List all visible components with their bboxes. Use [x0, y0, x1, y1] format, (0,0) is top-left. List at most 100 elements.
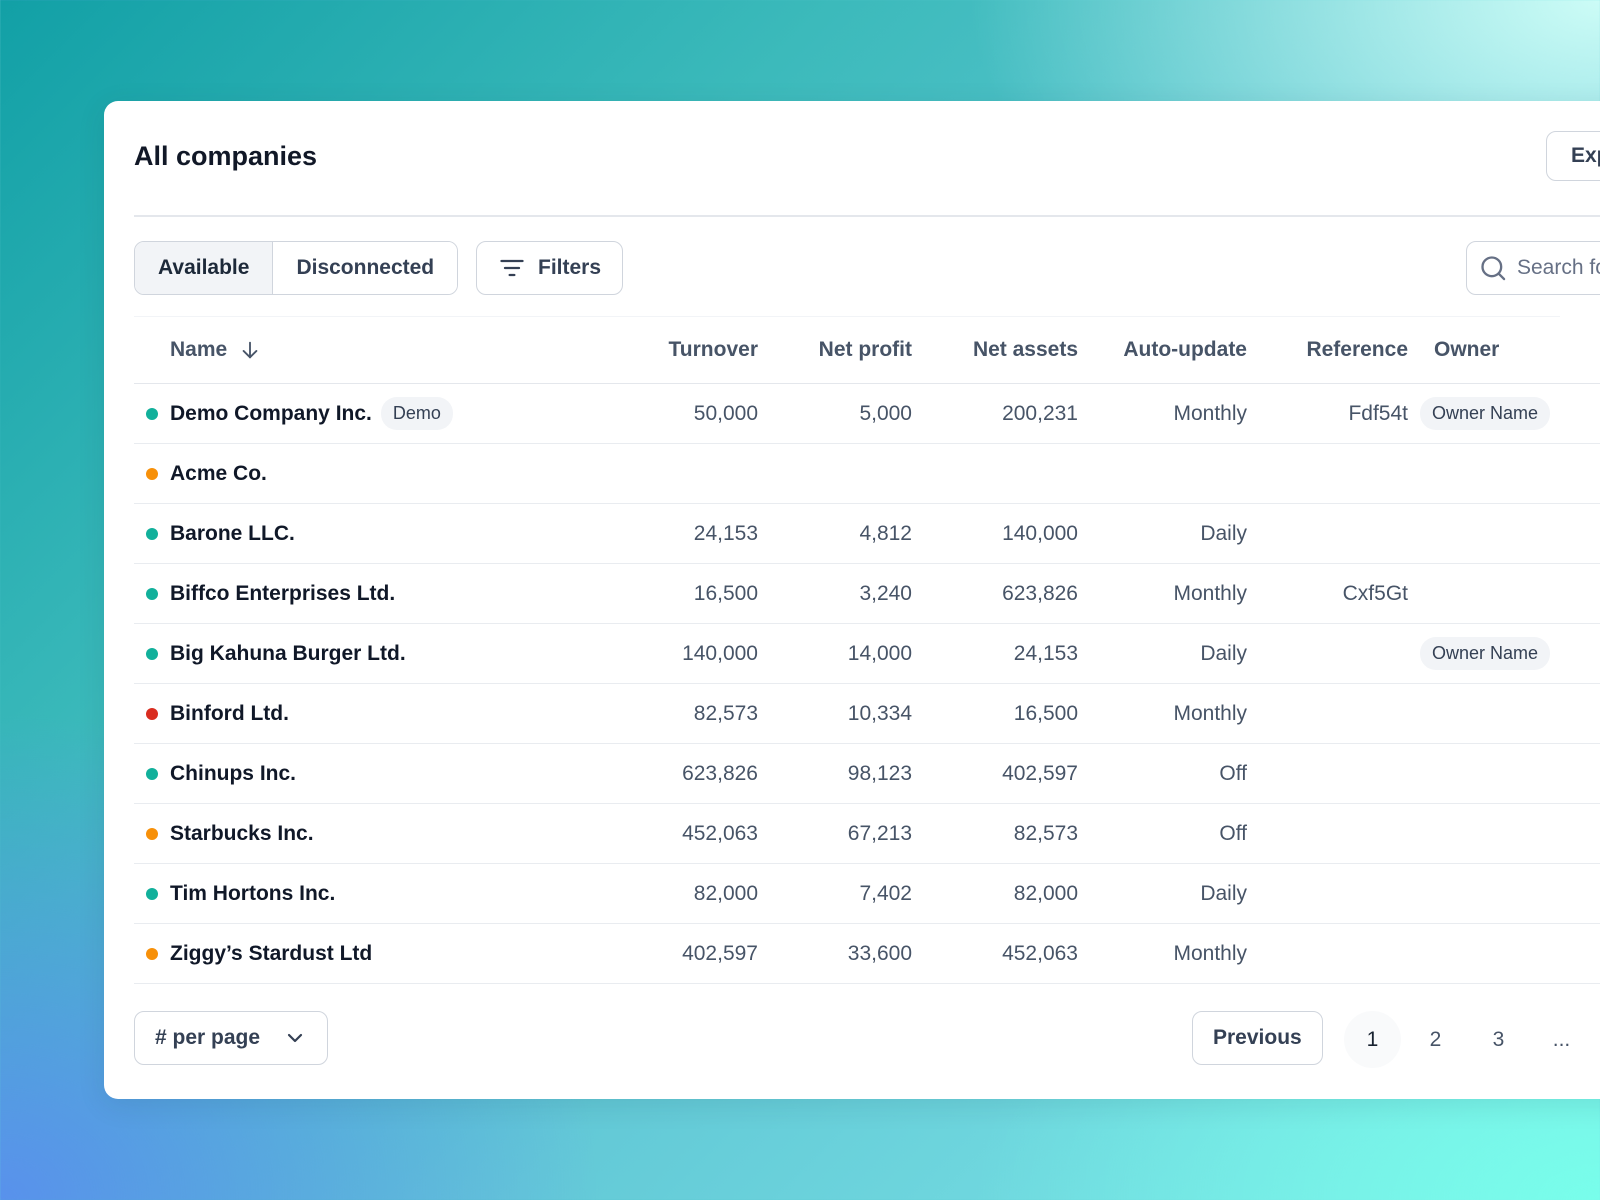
column-header-name[interactable]: Name: [134, 317, 630, 384]
net-assets-cell: 452,063: [1002, 941, 1078, 965]
auto-update-cell: Monthly: [1173, 401, 1247, 425]
turnover-cell: 402,597: [682, 941, 758, 965]
auto-update-cell: Monthly: [1173, 941, 1247, 965]
previous-page-button[interactable]: Previous: [1192, 1011, 1323, 1065]
table-row[interactable]: Ziggy’s Stardust Ltd 402,597 33,600 452,…: [134, 924, 1600, 984]
table-row[interactable]: Barone LLC. 24,153 4,812 140,000 Daily: [134, 504, 1600, 564]
column-header-net-profit[interactable]: Net profit: [818, 338, 912, 361]
filter-lines-icon: [500, 259, 524, 277]
auto-update-cell: Daily: [1200, 521, 1247, 545]
table-row[interactable]: Tim Hortons Inc. 82,000 7,402 82,000 Dai…: [134, 864, 1600, 924]
export-button[interactable]: Export: [1546, 131, 1600, 181]
company-name[interactable]: Chinups Inc.: [170, 761, 296, 785]
arrow-down-icon: [242, 342, 258, 359]
segment-disconnected[interactable]: Disconnected: [273, 242, 458, 294]
table-row[interactable]: Big Kahuna Burger Ltd. 140,000 14,000 24…: [134, 624, 1600, 684]
filters-label: Filters: [538, 256, 602, 279]
reference-cell: [1247, 924, 1408, 984]
net-profit-cell: 14,000: [847, 641, 912, 665]
column-header-auto-update[interactable]: Auto-update: [1123, 338, 1247, 361]
page-3-button[interactable]: 3: [1470, 1011, 1527, 1068]
net-assets-cell: 402,597: [1002, 761, 1078, 785]
auto-update-cell: Off: [1219, 761, 1247, 785]
chevron-down-icon: [287, 1033, 303, 1043]
turnover-cell: 452,063: [682, 821, 758, 845]
net-profit-cell: 4,812: [859, 521, 912, 545]
page-ellipsis[interactable]: ...: [1533, 1011, 1590, 1068]
page-2-button[interactable]: 2: [1407, 1011, 1464, 1068]
column-header-reference[interactable]: Reference: [1306, 338, 1408, 361]
pagination-pages: 1 2 3 ...: [1344, 1011, 1590, 1068]
per-page-select[interactable]: # per page: [134, 1011, 328, 1065]
owner-cell: [1408, 564, 1600, 624]
owner-cell: [1408, 684, 1600, 744]
column-header-owner[interactable]: Owner: [1434, 338, 1500, 361]
companies-table: Name Turnover Net profit Net assets Auto…: [134, 317, 1600, 984]
table-row[interactable]: Acme Co.: [134, 444, 1600, 504]
reference-cell: [1247, 444, 1408, 504]
table-row[interactable]: Starbucks Inc. 452,063 67,213 82,573 Off: [134, 804, 1600, 864]
status-dot: [146, 587, 158, 600]
table-row[interactable]: Demo Company Inc. Demo 50,000 5,000 200,2…: [134, 384, 1600, 444]
reference-cell: [1247, 504, 1408, 564]
status-dot: [146, 827, 158, 840]
turnover-cell: [630, 444, 758, 504]
net-profit-cell: 33,600: [847, 941, 912, 965]
net-profit-cell: [758, 444, 912, 504]
net-profit-cell: 7,402: [859, 881, 912, 905]
net-assets-cell: 82,000: [1013, 881, 1078, 905]
auto-update-cell: Off: [1219, 821, 1247, 845]
company-name[interactable]: Binford Ltd.: [170, 701, 289, 725]
column-header-net-assets[interactable]: Net assets: [972, 338, 1078, 361]
header-divider: [134, 215, 1600, 217]
net-profit-cell: 3,240: [859, 581, 912, 605]
reference-cell: [1247, 864, 1408, 924]
table-row[interactable]: Binford Ltd. 82,573 10,334 16,500 Monthl…: [134, 684, 1600, 744]
company-name[interactable]: Demo Company Inc.: [170, 401, 372, 425]
company-name[interactable]: Starbucks Inc.: [170, 821, 314, 845]
net-profit-cell: 10,334: [847, 701, 912, 725]
owner-badge: Owner Name: [1420, 637, 1551, 670]
owner-cell: [1408, 864, 1600, 924]
company-name[interactable]: Tim Hortons Inc.: [170, 881, 336, 905]
owner-cell: [1408, 924, 1600, 984]
company-name[interactable]: Acme Co.: [170, 461, 267, 485]
turnover-cell: 50,000: [693, 401, 758, 425]
column-header-turnover[interactable]: Turnover: [668, 338, 758, 361]
companies-card: All companies Export Available Disconnec…: [104, 101, 1600, 1099]
status-dot: [146, 407, 158, 420]
net-profit-cell: 67,213: [847, 821, 912, 845]
net-profit-cell: 5,000: [859, 401, 912, 425]
company-name[interactable]: Barone LLC.: [170, 521, 295, 545]
company-name[interactable]: Ziggy’s Stardust Ltd: [170, 941, 373, 965]
table-row[interactable]: Chinups Inc. 623,826 98,123 402,597 Off: [134, 744, 1600, 804]
segment-available[interactable]: Available: [135, 242, 274, 294]
reference-cell: [1247, 804, 1408, 864]
owner-cell: [1408, 504, 1600, 564]
net-assets-cell: [912, 444, 1078, 504]
owner-badge: Owner Name: [1420, 397, 1551, 430]
page-1-button[interactable]: 1: [1344, 1011, 1401, 1068]
table-header-row: Name Turnover Net profit Net assets Auto…: [134, 317, 1600, 384]
filters-button[interactable]: Filters: [476, 241, 624, 295]
per-page-label: # per page: [155, 1026, 261, 1049]
net-assets-cell: 16,500: [1013, 701, 1078, 725]
reference-cell: Fdf54t: [1348, 401, 1408, 425]
net-assets-cell: 623,826: [1002, 581, 1078, 605]
reference-cell: [1247, 684, 1408, 744]
page-title: All companies: [134, 141, 318, 171]
turnover-cell: 24,153: [693, 521, 758, 545]
auto-update-cell: Monthly: [1173, 701, 1247, 725]
status-dot: [146, 467, 158, 480]
status-dot: [146, 707, 158, 720]
auto-update-cell: [1078, 444, 1247, 504]
status-dot: [146, 887, 158, 900]
status-dot: [146, 527, 158, 540]
company-name[interactable]: Big Kahuna Burger Ltd.: [170, 641, 406, 665]
net-assets-cell: 24,153: [1013, 641, 1078, 665]
company-name[interactable]: Biffco Enterprises Ltd.: [170, 581, 396, 605]
table-body: Demo Company Inc. Demo 50,000 5,000 200,2…: [134, 384, 1600, 984]
table-row[interactable]: Biffco Enterprises Ltd. 16,500 3,240 623…: [134, 564, 1600, 624]
search-input[interactable]: [1515, 255, 1600, 281]
auto-update-cell: Daily: [1200, 881, 1247, 905]
